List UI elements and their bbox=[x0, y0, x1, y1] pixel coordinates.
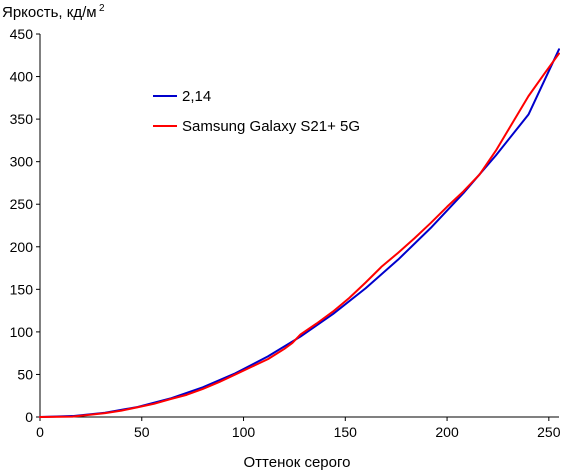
legend: 2,14 Samsung Galaxy S21+ 5G bbox=[153, 88, 360, 135]
y-tick-label: 50 bbox=[17, 366, 33, 382]
x-tick-label: 0 bbox=[36, 424, 44, 440]
y-axis-label-superscript: 2 bbox=[99, 3, 105, 14]
series-lines bbox=[39, 48, 560, 418]
x-axis-label: Оттенок серого bbox=[244, 454, 351, 470]
axes bbox=[39, 34, 559, 418]
series-line-2-14 bbox=[39, 48, 560, 418]
y-tick-label: 450 bbox=[10, 26, 34, 42]
y-tick-label: 350 bbox=[10, 111, 34, 127]
y-tick-label: 300 bbox=[10, 154, 34, 170]
y-tick-label: 100 bbox=[10, 324, 34, 340]
y-axis-label: Яркость, кд/м bbox=[2, 4, 97, 21]
legend-entry-2-14: 2,14 bbox=[182, 88, 211, 105]
y-tick-label: 0 bbox=[25, 409, 33, 425]
y-axis-title: Яркость, кд/м 2 bbox=[2, 3, 105, 21]
y-tick-label: 200 bbox=[10, 239, 34, 255]
legend-entry-samsung: Samsung Galaxy S21+ 5G bbox=[182, 118, 360, 135]
x-ticks: 0 50 100 150 200 250 bbox=[36, 417, 561, 440]
y-tick-label: 250 bbox=[10, 196, 34, 212]
y-tick-label: 150 bbox=[10, 281, 34, 297]
y-ticks: 0 50 100 150 200 250 300 350 400 450 bbox=[10, 26, 40, 425]
x-tick-label: 100 bbox=[232, 424, 256, 440]
x-tick-label: 200 bbox=[435, 424, 459, 440]
y-tick-label: 400 bbox=[10, 69, 34, 85]
series-line-samsung bbox=[39, 52, 560, 418]
x-tick-label: 50 bbox=[134, 424, 150, 440]
x-tick-label: 150 bbox=[334, 424, 358, 440]
x-tick-label: 250 bbox=[537, 424, 561, 440]
